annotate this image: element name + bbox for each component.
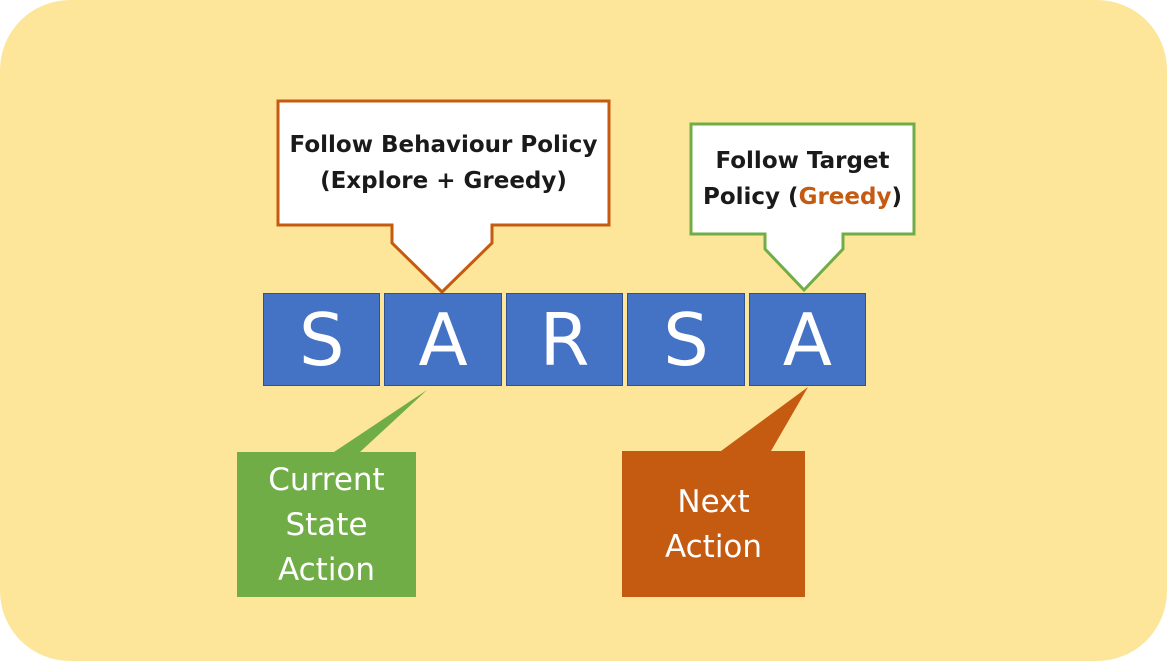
current-state-action-callout-text: Current State Action [237, 458, 416, 592]
behaviour-policy-line-1: Follow Behaviour Policy [289, 132, 598, 158]
target-policy-callout-text: Follow Target Policy (Greedy) [691, 124, 914, 234]
behaviour-policy-callout-text: Follow Behaviour Policy (Explore + Greed… [278, 101, 609, 225]
letter-box-next-state: S [627, 293, 745, 386]
target-policy-prefix: Policy ( [703, 184, 799, 210]
target-policy-line-1: Follow Target [715, 148, 890, 174]
current-line-3: Action [277, 551, 376, 588]
target-policy-line-2: Policy (Greedy) [703, 179, 902, 215]
current-line-1: Current [268, 461, 385, 498]
letter-box-next-action: A [748, 293, 867, 386]
next-line-2: Action [664, 529, 763, 565]
target-policy-callout-shape [689, 122, 916, 293]
letter-box-state: S [263, 293, 381, 386]
next-action-callout-shape [622, 387, 808, 597]
current-state-action-callout-shape [237, 390, 427, 597]
behaviour-policy-line-2: (Explore + Greedy) [320, 168, 567, 194]
next-line-1: Next [677, 484, 750, 520]
next-action-callout-text: Next Action [622, 458, 805, 592]
target-policy-suffix: ) [891, 184, 902, 210]
current-line-2: State [285, 506, 368, 543]
sarsa-sequence: S A R S A [263, 293, 867, 386]
letter-box-action: A [384, 293, 502, 386]
greedy-highlight: Greedy [798, 184, 892, 210]
letter-box-reward: R [505, 293, 624, 386]
behaviour-policy-callout-shape [276, 99, 611, 295]
